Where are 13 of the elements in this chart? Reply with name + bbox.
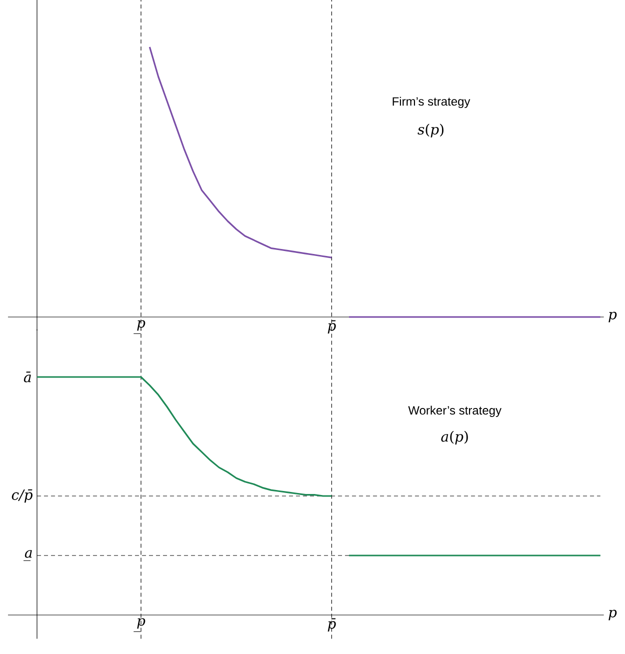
x-tick-label: p̲: [134, 320, 146, 334]
annotation: s(p): [418, 124, 444, 138]
x-axis-title: p: [608, 312, 617, 322]
text: ā: [24, 372, 31, 382]
annotation: a(p): [441, 430, 468, 444]
x-tick-label: p̲: [134, 618, 146, 632]
annotation: Firm’s strategy: [392, 96, 470, 108]
ref-line-label: c/p̄: [12, 489, 32, 503]
x-tick-label: p̄: [328, 320, 336, 334]
x-tick-label: p̄: [328, 618, 336, 632]
ref-line-label: a̲: [24, 550, 32, 561]
x-axis-title: p: [608, 610, 617, 620]
annotation: Worker’s strategy: [408, 406, 502, 417]
